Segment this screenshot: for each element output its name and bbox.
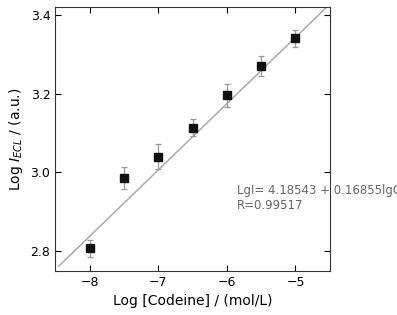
Y-axis label: Log $I_{ECL}$ / (a.u.): Log $I_{ECL}$ / (a.u.) (7, 87, 25, 191)
X-axis label: Log [Codeine] / (mol/L): Log [Codeine] / (mol/L) (113, 294, 272, 308)
Text: LgI= 4.18543 + 0.16855lgC
R=0.99517: LgI= 4.18543 + 0.16855lgC R=0.99517 (237, 184, 397, 212)
